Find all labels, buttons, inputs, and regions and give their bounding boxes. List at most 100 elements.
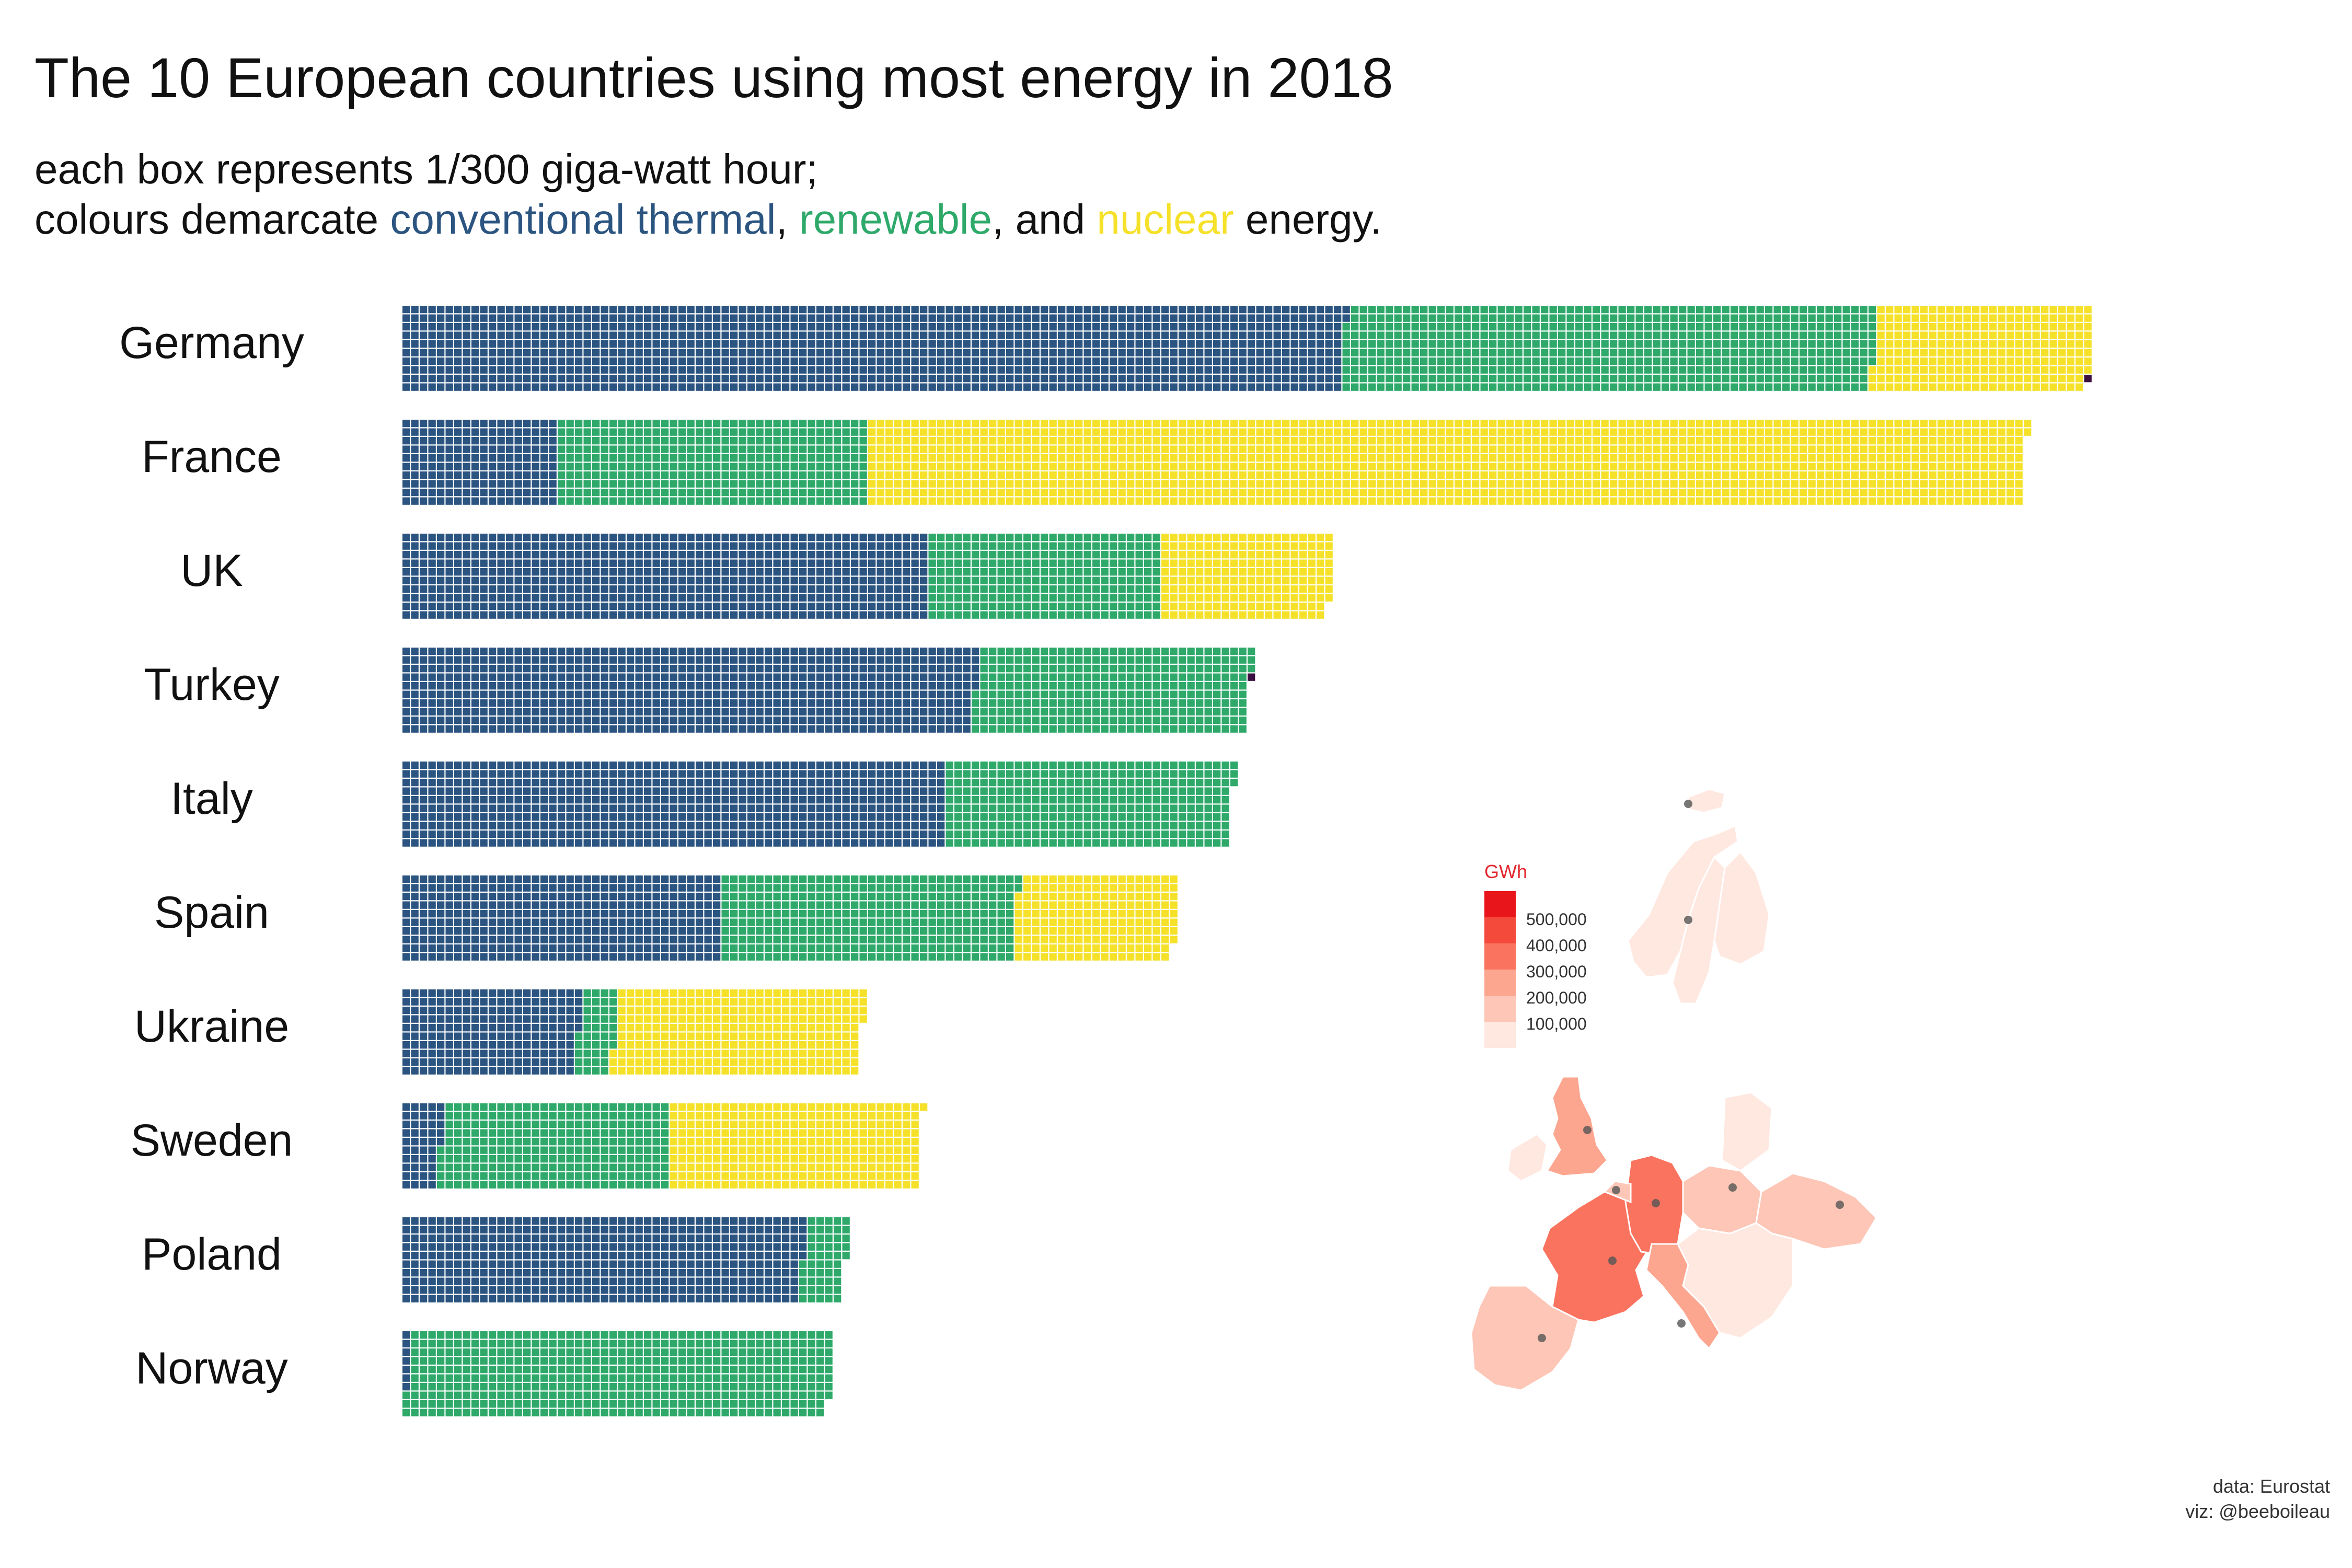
- waffle-box: [739, 340, 746, 348]
- waffle-box: [834, 323, 841, 331]
- waffle-box: [730, 611, 738, 619]
- waffle-box: [1049, 611, 1057, 619]
- waffle-box: [765, 349, 773, 356]
- waffle-box: [2084, 366, 2092, 374]
- waffle-box: [730, 383, 738, 391]
- waffle-box: [454, 314, 462, 322]
- waffle-box: [756, 489, 764, 497]
- waffle-box: [1515, 349, 1523, 356]
- waffle-box: [1989, 375, 1997, 383]
- waffle-box: [963, 331, 971, 339]
- waffle-box: [1963, 489, 1971, 497]
- waffle-box: [1455, 358, 1462, 365]
- waffle-box: [402, 551, 410, 559]
- waffle-box: [1989, 428, 1997, 436]
- waffle-box: [609, 551, 617, 559]
- waffle-box: [799, 577, 807, 584]
- waffle-box: [1420, 428, 1428, 436]
- waffle-box: [1152, 568, 1160, 576]
- waffle-box: [1308, 383, 1316, 391]
- waffle-box: [644, 594, 652, 602]
- waffle-box: [1161, 577, 1169, 584]
- waffle-box: [1187, 551, 1195, 559]
- waffle-box: [1377, 497, 1385, 505]
- waffle-box: [2015, 471, 2023, 479]
- waffle-box: [834, 489, 841, 497]
- waffle-box: [1196, 551, 1204, 559]
- waffle-box: [1144, 349, 1152, 356]
- waffle-box: [928, 314, 936, 322]
- waffle-box: [721, 551, 729, 559]
- waffle-box: [997, 383, 1005, 391]
- waffle-box: [790, 471, 798, 479]
- waffle-box: [670, 497, 677, 505]
- waffle-box: [1472, 437, 1480, 445]
- waffle-box: [1161, 366, 1169, 374]
- waffle-box: [739, 542, 746, 550]
- waffle-box: [687, 534, 695, 541]
- waffle-box: [1127, 611, 1135, 619]
- waffle-box: [1515, 489, 1523, 497]
- waffle-box: [1299, 331, 1307, 339]
- waffle-box: [1584, 445, 1592, 453]
- waffle-box: [1825, 497, 1833, 505]
- waffle-box: [1221, 420, 1229, 428]
- waffle-box: [1317, 534, 1324, 541]
- waffle-box: [1963, 358, 1971, 365]
- waffle-box: [1558, 445, 1566, 453]
- waffle-box: [558, 480, 566, 488]
- waffle-box: [1731, 437, 1738, 445]
- waffle-box: [1800, 497, 1807, 505]
- waffle-box: [2067, 375, 2074, 383]
- waffle-box: [652, 542, 660, 550]
- waffle-box: [808, 437, 815, 445]
- waffle-box: [885, 314, 893, 322]
- waffle-box: [1748, 445, 1756, 453]
- waffle-box: [1032, 559, 1040, 567]
- waffle-box: [972, 314, 979, 322]
- waffle-box: [851, 471, 859, 479]
- waffle-box: [411, 497, 419, 505]
- waffle-box: [2041, 306, 2049, 314]
- waffle-box: [1463, 349, 1471, 356]
- waffle-box: [730, 445, 738, 453]
- waffle-box: [2076, 331, 2083, 339]
- waffle-box: [644, 331, 652, 339]
- waffle-box: [583, 611, 591, 619]
- waffle-box: [1524, 366, 1531, 374]
- waffle-box: [1170, 559, 1178, 567]
- waffle-box: [1765, 445, 1773, 453]
- waffle-box: [1342, 349, 1350, 356]
- waffle-box: [1842, 358, 1850, 365]
- waffle-box: [1075, 420, 1083, 428]
- waffle-box: [609, 445, 617, 453]
- waffle-box: [1066, 349, 1074, 356]
- waffle-box: [756, 497, 764, 505]
- waffle-box: [1394, 331, 1402, 339]
- waffle-box: [842, 480, 850, 488]
- waffle-box: [489, 480, 497, 488]
- waffle-box: [1342, 471, 1350, 479]
- waffle-box: [1653, 428, 1661, 436]
- waffle-box: [808, 358, 815, 365]
- waffle-box: [1618, 314, 1626, 322]
- waffle-box: [859, 534, 867, 541]
- waffle-box: [851, 594, 859, 602]
- waffle-box: [1463, 420, 1471, 428]
- waffle-box: [445, 725, 453, 733]
- waffle-box: [1127, 489, 1135, 497]
- waffle-box: [566, 577, 574, 584]
- waffle-box: [1825, 331, 1833, 339]
- waffle-box: [868, 489, 876, 497]
- waffle-box: [1851, 358, 1859, 365]
- waffle-box: [1179, 480, 1186, 488]
- waffle-box: [428, 568, 436, 576]
- waffle-box: [1455, 445, 1462, 453]
- waffle-box: [566, 340, 574, 348]
- waffle-box: [1041, 559, 1048, 567]
- waffle-box: [1998, 331, 2005, 339]
- waffle-box: [558, 534, 566, 541]
- waffle-box: [1256, 489, 1264, 497]
- waffle-box: [808, 340, 815, 348]
- waffle-box: [1256, 340, 1264, 348]
